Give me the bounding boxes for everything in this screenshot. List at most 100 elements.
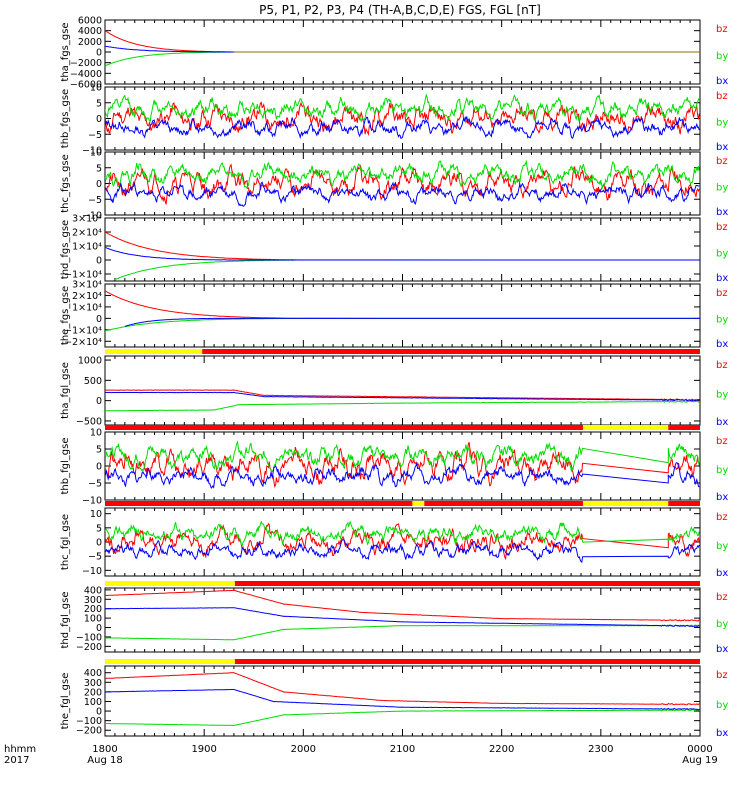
y-axis-label: thd_fgs_gse xyxy=(60,220,71,279)
legend-bx: bx xyxy=(716,644,728,655)
y-tick-label: 1000 xyxy=(78,356,102,367)
panel-thc_fgl_gse: 10 5 0 −5 −10 thc_fgl_gse bz by bx xyxy=(60,501,728,579)
legend-bz: bz xyxy=(716,156,728,167)
y-tick-label: 400 xyxy=(84,668,102,679)
legend-by: by xyxy=(716,118,728,129)
x-tick-label: 0000 xyxy=(687,744,712,755)
legend-by: by xyxy=(716,390,728,401)
x-tick-label: 2000 xyxy=(291,744,316,755)
time-axis-unit-label: hhmm xyxy=(4,744,36,755)
legend-bz: bz xyxy=(716,592,728,603)
y-axis-label: the_fgl_gse xyxy=(60,673,71,730)
legend-bx: bx xyxy=(716,417,728,428)
y-tick-label: −10 xyxy=(82,496,102,507)
series-line-bx xyxy=(105,607,700,628)
series-line-by xyxy=(105,317,700,332)
legend-by: by xyxy=(716,249,728,260)
series-line-bx xyxy=(105,247,700,261)
series-line-by xyxy=(105,93,700,123)
y-tick-label: −5 xyxy=(88,130,102,141)
series-group xyxy=(105,589,700,641)
y-tick-label: −10 xyxy=(82,566,102,577)
series-line-bz xyxy=(105,389,700,401)
series-group xyxy=(105,290,700,332)
y-tick-label: −200 xyxy=(76,642,102,653)
series-line-bx xyxy=(105,45,700,53)
y-axis-label: thb_fgs_gse xyxy=(60,89,71,148)
panel-tha_fgl_gse: 1000 500 0 −500 tha_fgl_gse bz by bx xyxy=(60,349,728,428)
series-line-bz xyxy=(105,101,700,136)
y-tick-label: 6000 xyxy=(78,16,102,27)
x-tick-label: 1900 xyxy=(191,744,216,755)
x-tick-date-label: Aug 19 xyxy=(682,755,717,766)
legend-bz: bz xyxy=(716,670,728,681)
series-line-bx xyxy=(105,116,700,140)
legend-bx: bx xyxy=(716,728,728,739)
y-tick-label: 5 xyxy=(96,163,102,174)
y-tick-label: −2000 xyxy=(70,58,102,69)
y-tick-label: 2×10⁴ xyxy=(72,228,102,239)
y-tick-label: 4000 xyxy=(78,26,102,37)
flag-segment-yellow xyxy=(582,425,669,430)
y-tick-label: 5 xyxy=(96,98,102,109)
series-line-bz xyxy=(105,671,700,706)
series-group xyxy=(105,671,700,727)
x-tick-label: 2200 xyxy=(489,744,514,755)
legend-by: by xyxy=(716,51,728,62)
series-line-bx xyxy=(105,461,700,489)
legend-by: by xyxy=(716,619,728,630)
y-tick-label: −100 xyxy=(76,716,102,727)
y-tick-label: −4000 xyxy=(70,69,102,80)
series-group xyxy=(105,520,700,564)
flag-segment-red xyxy=(424,501,583,506)
y-tick-label: −100 xyxy=(76,632,102,643)
series-group xyxy=(105,93,700,140)
y-tick-label: 0 xyxy=(96,114,102,125)
flag-segment-yellow xyxy=(105,659,235,664)
series-group xyxy=(105,159,700,207)
y-tick-label: −5 xyxy=(88,195,102,206)
legend-bx: bx xyxy=(716,76,728,87)
series-line-bz xyxy=(105,442,700,489)
y-tick-label: 100 xyxy=(84,697,102,708)
legend-bx: bx xyxy=(716,568,728,579)
legend-by: by xyxy=(716,541,728,552)
legend-bz: bz xyxy=(716,512,728,523)
series-line-bx xyxy=(124,317,700,327)
y-tick-label: −5 xyxy=(88,552,102,563)
series-line-by xyxy=(105,708,700,727)
y-tick-label: 500 xyxy=(84,376,102,387)
series-group xyxy=(105,440,700,489)
panel-frame xyxy=(104,217,701,282)
panel-frame xyxy=(104,283,701,348)
y-tick-label: 10 xyxy=(90,428,102,439)
legend-bz: bz xyxy=(716,91,728,102)
y-axis-label: the_fgs_gse xyxy=(60,286,71,345)
series-line-bx xyxy=(105,391,700,402)
flag-segment-red xyxy=(202,349,700,354)
panel-thb_fgs_gse: 10 5 0 −5 −10 thb_fgs_gse bz by bx xyxy=(60,83,728,157)
y-tick-label: 100 xyxy=(84,614,102,625)
y-tick-label: 2000 xyxy=(78,37,102,48)
flag-segment-yellow xyxy=(582,501,669,506)
y-tick-label: −2×10⁴ xyxy=(64,337,102,348)
y-axis-label: thd_fgl_gse xyxy=(60,592,71,649)
series-line-bx xyxy=(105,688,700,711)
y-tick-label: 1×10⁴ xyxy=(72,302,102,313)
series-line-by xyxy=(105,159,700,190)
y-axis-label: thc_fgl_gse xyxy=(60,514,71,570)
legend-bz: bz xyxy=(716,222,728,233)
legend-bx: bx xyxy=(716,142,728,153)
y-tick-label: 0 xyxy=(96,538,102,549)
flag-segment-red xyxy=(234,581,701,586)
y-tick-label: 2×10⁴ xyxy=(72,291,102,302)
legend-bz: bz xyxy=(716,436,728,447)
y-tick-label: 300 xyxy=(84,595,102,606)
y-tick-label: 400 xyxy=(84,585,102,596)
y-axis-label: tha_fgl_gse xyxy=(60,362,71,419)
legend-by: by xyxy=(716,465,728,476)
